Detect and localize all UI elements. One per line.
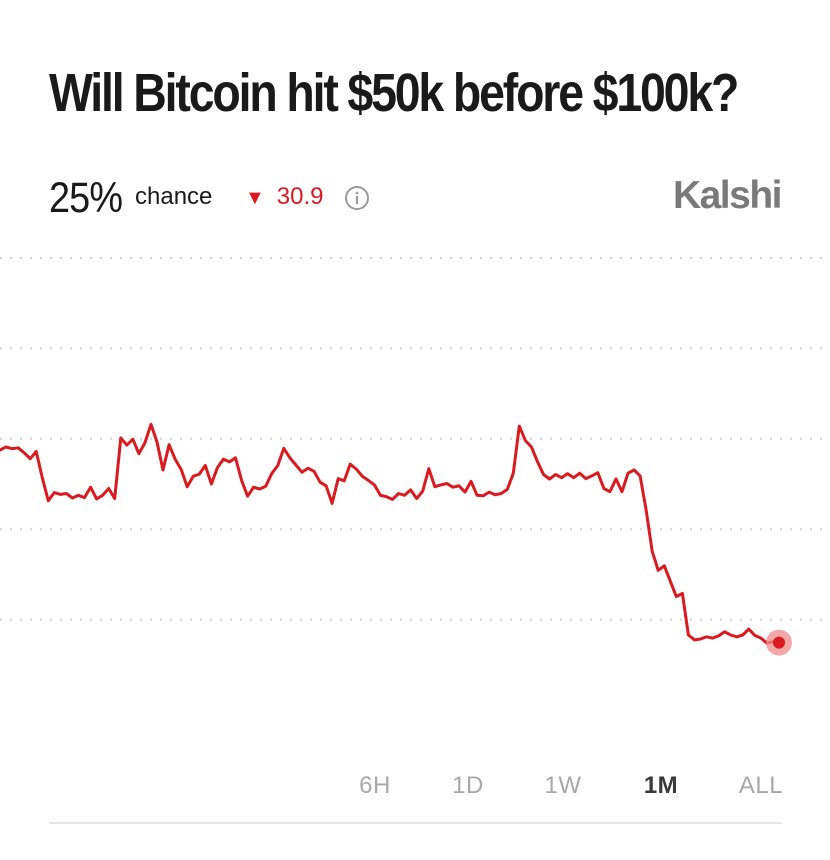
range-tab-all[interactable]: ALL [738,772,784,799]
end-point-marker [773,636,785,649]
probability-change-value: 30.9 [276,183,324,210]
down-triangle-icon: ▼ [245,187,265,209]
series-line [0,422,781,645]
range-tab-6h[interactable]: 6H [359,772,391,799]
price-chart [0,257,830,656]
range-tab-1d[interactable]: 1D [452,772,484,799]
page-title: Will Bitcoin hit $50k before $100k? [49,63,739,123]
range-tab-1m[interactable]: 1M [643,772,679,799]
probability-summary: 25% chance ▼ 30.9 Kalshi [49,170,789,226]
probability-value: 25% [49,174,123,222]
divider [49,822,782,824]
range-tab-1w[interactable]: 1W [544,772,582,799]
probability-change: ▼ 30.9 [245,182,324,213]
probability-label: chance [135,183,213,210]
info-circle-icon[interactable] [344,185,370,211]
time-range-tabs: 6H 1D 1W 1M ALL [0,770,830,802]
brand-logo: Kalshi [672,174,783,217]
